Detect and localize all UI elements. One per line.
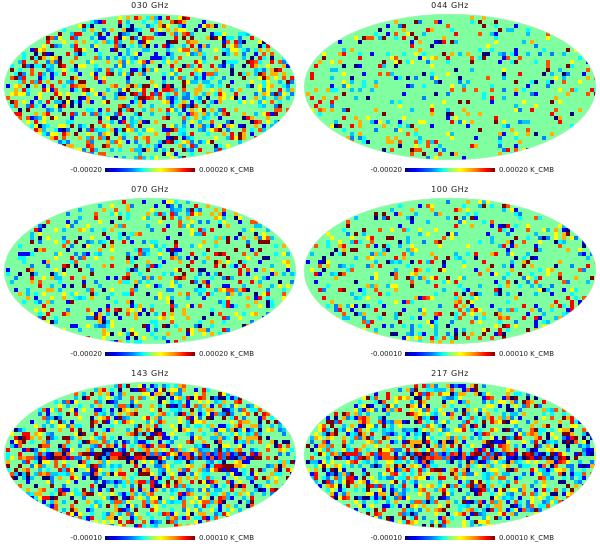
colorbar-max-label: 0.00020 K_CMB: [499, 166, 554, 174]
panel-title: 030 GHz: [131, 1, 169, 10]
map-panel-143: 143 GHz -0.00010 0.00010 K_CMB: [0, 368, 300, 552]
mollweide-map: [303, 197, 597, 345]
panel-title: 217 GHz: [431, 369, 469, 378]
colorbar-gradient: [105, 352, 195, 356]
colorbar-gradient: [405, 536, 495, 540]
panel-title: 100 GHz: [431, 185, 469, 194]
colorbar: -0.00010 0.00010 K_CMB: [300, 349, 600, 359]
colorbar-max-label: 0.00010 K_CMB: [499, 534, 554, 542]
colorbar-min-label: -0.00020: [370, 166, 402, 174]
colorbar: -0.00020 0.00020 K_CMB: [0, 349, 300, 359]
map-panel-100: 100 GHz -0.00010 0.00010 K_CMB: [300, 184, 600, 368]
panel-title: 044 GHz: [431, 1, 469, 10]
panel-title: 070 GHz: [131, 185, 169, 194]
map-panel-217: 217 GHz -0.00010 0.00010 K_CMB: [300, 368, 600, 552]
panel-title: 143 GHz: [131, 369, 169, 378]
colorbar: -0.00020 0.00020 K_CMB: [300, 165, 600, 175]
mollweide-map: [303, 381, 597, 529]
colorbar-gradient: [405, 352, 495, 356]
mollweide-map: [3, 381, 297, 529]
mollweide-map: [3, 197, 297, 345]
colorbar-gradient: [105, 536, 195, 540]
mollweide-map: [303, 13, 597, 161]
colorbar: -0.00020 0.00020 K_CMB: [0, 165, 300, 175]
colorbar-max-label: 0.00010 K_CMB: [499, 350, 554, 358]
map-panel-030: 030 GHz -0.00020 0.00020 K_CMB: [0, 0, 300, 184]
mollweide-map: [3, 13, 297, 161]
map-panel-070: 070 GHz -0.00020 0.00020 K_CMB: [0, 184, 300, 368]
colorbar-min-label: -0.00020: [70, 166, 102, 174]
map-panel-044: 044 GHz -0.00020 0.00020 K_CMB: [300, 0, 600, 184]
colorbar-min-label: -0.00020: [70, 350, 102, 358]
colorbar-min-label: -0.00010: [370, 534, 402, 542]
colorbar-gradient: [405, 168, 495, 172]
colorbar-max-label: 0.00010 K_CMB: [199, 534, 254, 542]
colorbar-max-label: 0.00020 K_CMB: [199, 350, 254, 358]
colorbar: -0.00010 0.00010 K_CMB: [0, 533, 300, 543]
colorbar: -0.00010 0.00010 K_CMB: [300, 533, 600, 543]
colorbar-gradient: [105, 168, 195, 172]
colorbar-min-label: -0.00010: [370, 350, 402, 358]
colorbar-max-label: 0.00020 K_CMB: [199, 166, 254, 174]
colorbar-min-label: -0.00010: [70, 534, 102, 542]
